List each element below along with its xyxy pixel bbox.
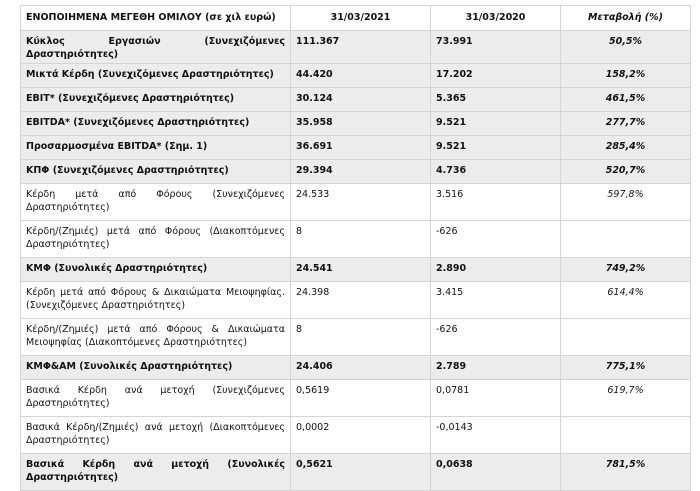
table-cell: 30.124 (290, 87, 431, 112)
table-cell: 17.202 (430, 63, 561, 88)
table-cell: Κέρδη/(Ζημιές) μετά από Φόρους (Διακοπτό… (20, 220, 291, 258)
header-cell: 31/03/2021 (290, 5, 431, 31)
table-cell: Κέρδη/(Ζημιές) μετά από Φόρους & Δικαιώμ… (20, 318, 291, 356)
table-cell: 24.541 (290, 257, 431, 282)
table-cell: EBIT* (Συνεχιζόμενες Δραστηριότητες) (20, 87, 291, 112)
table-cell: 520,7% (560, 159, 691, 184)
table-row: ΚΜΦ&ΑΜ (Συνολικές Δραστηριότητες) 24.406 2… (20, 355, 691, 380)
table-row: Βασικά Κέρδη/(Ζημιές) ανά μετοχή (Διακοπ… (20, 416, 691, 454)
table-cell (560, 416, 691, 454)
table-cell: 24.533 (290, 183, 431, 221)
table-cell: 3.415 (430, 281, 561, 319)
table-row: Βασικά Κέρδη ανά μετοχή (Συνολικές Δραστ… (20, 453, 691, 491)
table-cell: 2.890 (430, 257, 561, 282)
table-row: Κέρδη/(Ζημιές) μετά από Φόρους (Διακοπτό… (20, 220, 691, 258)
table-cell: 619,7% (560, 379, 691, 417)
table-cell: 5.365 (430, 87, 561, 112)
table-cell: 597,8% (560, 183, 691, 221)
results-table: ΕΝΟΠΟΙΗΜΕΝΑ ΜΕΓΕΘΗ ΟΜΙΛΟΥ (σε χιλ ευρώ) … (20, 5, 691, 491)
table-cell: 277,7% (560, 111, 691, 136)
table-cell: 8 (290, 220, 431, 258)
table-cell: 749,2% (560, 257, 691, 282)
table-cell: 8 (290, 318, 431, 356)
table-row: Κέρδη μετά από Φόρους & Δικαιώματα Μειοψ… (20, 281, 691, 319)
table-cell: 158,2% (560, 63, 691, 88)
table-cell: 35.958 (290, 111, 431, 136)
table-cell: -626 (430, 318, 561, 356)
table-cell: ΚΜΦ&ΑΜ (Συνολικές Δραστηριότητες) (20, 355, 291, 380)
table-cell: 781,5% (560, 453, 691, 491)
table-row: Κέρδη μετά από Φόρους (Συνεχιζόμενες Δρα… (20, 183, 691, 221)
table-cell: ΚΠΦ (Συνεχιζόμενες Δραστηριότητες) (20, 159, 291, 184)
table-cell: ΚΜΦ (Συνολικές Δραστηριότητες) (20, 257, 291, 282)
table-cell: 9.521 (430, 111, 561, 136)
table-cell: Προσαρμοσμένα EBITDA* (Σημ. 1) (20, 135, 291, 160)
table-cell: -0,0143 (430, 416, 561, 454)
table-cell: EBITDA* (Συνεχιζόμενες Δραστηριότητες) (20, 111, 291, 136)
table-cell: -626 (430, 220, 561, 258)
table-cell: 285,4% (560, 135, 691, 160)
table-row: Βασικά Κέρδη ανά μετοχή (Συνεχιζόμενες Δ… (20, 379, 691, 417)
table-cell: Κύκλος Εργασιών (Συνεχιζόμενες Δραστηριό… (20, 30, 291, 64)
table-cell: 775,1% (560, 355, 691, 380)
table-cell: 24.406 (290, 355, 431, 380)
header-cell: Μεταβολή (%) (560, 5, 691, 31)
table-cell: 50,5% (560, 30, 691, 64)
table-cell: 461,5% (560, 87, 691, 112)
table-cell: 111.367 (290, 30, 431, 64)
table-cell: 0,0781 (430, 379, 561, 417)
page: ΕΝΟΠΟΙΗΜΕΝΑ ΜΕΓΕΘΗ ΟΜΙΛΟΥ (σε χιλ ευρώ) … (20, 5, 691, 491)
header-row: ΕΝΟΠΟΙΗΜΕΝΑ ΜΕΓΕΘΗ ΟΜΙΛΟΥ (σε χιλ ευρώ) … (20, 5, 691, 31)
table-row: ΚΜΦ (Συνολικές Δραστηριότητες) 24.541 2.89… (20, 257, 691, 282)
table-cell: 2.789 (430, 355, 561, 380)
table-cell: Βασικά Κέρδη ανά μετοχή (Συνολικές Δραστ… (20, 453, 291, 491)
table-cell: 9.521 (430, 135, 561, 160)
table-cell: 0,5621 (290, 453, 431, 491)
table-row: EBIT* (Συνεχιζόμενες Δραστηριότητες) 30.1… (20, 87, 691, 112)
table-row: Κέρδη/(Ζημιές) μετά από Φόρους & Δικαιώμ… (20, 318, 691, 356)
table-cell: 0,5619 (290, 379, 431, 417)
table-cell: 36.691 (290, 135, 431, 160)
table-row: ΚΠΦ (Συνεχιζόμενες Δραστηριότητες) 29.394… (20, 159, 691, 184)
table-cell (560, 220, 691, 258)
table-row: Κύκλος Εργασιών (Συνεχιζόμενες Δραστηριό… (20, 30, 691, 64)
table-row: EBITDA* (Συνεχιζόμενες Δραστηριότητες) 35… (20, 111, 691, 136)
table-cell: Μικτά Κέρδη (Συνεχιζόμενες Δραστηριότητε… (20, 63, 291, 88)
table-cell: 4.736 (430, 159, 561, 184)
header-cell: 31/03/2020 (430, 5, 561, 31)
table-cell: 0,0638 (430, 453, 561, 491)
table-cell: 73.991 (430, 30, 561, 64)
table-cell: Κέρδη μετά από Φόρους & Δικαιώματα Μειοψ… (20, 281, 291, 319)
table-cell: 29.394 (290, 159, 431, 184)
table-cell: 24.398 (290, 281, 431, 319)
table-cell: Βασικά Κέρδη ανά μετοχή (Συνεχιζόμενες Δ… (20, 379, 291, 417)
table-cell: 0,0002 (290, 416, 431, 454)
table-row: Μικτά Κέρδη (Συνεχιζόμενες Δραστηριότητε… (20, 63, 691, 88)
table-cell: Κέρδη μετά από Φόρους (Συνεχιζόμενες Δρα… (20, 183, 291, 221)
table-cell: 44.420 (290, 63, 431, 88)
table-cell (560, 318, 691, 356)
table-cell: 3.516 (430, 183, 561, 221)
table-cell: 614,4% (560, 281, 691, 319)
table-row: Προσαρμοσμένα EBITDA* (Σημ. 1) 36.691 9.52… (20, 135, 691, 160)
table-cell: Βασικά Κέρδη/(Ζημιές) ανά μετοχή (Διακοπ… (20, 416, 291, 454)
header-cell: ΕΝΟΠΟΙΗΜΕΝΑ ΜΕΓΕΘΗ ΟΜΙΛΟΥ (σε χιλ ευρώ) (20, 5, 291, 31)
